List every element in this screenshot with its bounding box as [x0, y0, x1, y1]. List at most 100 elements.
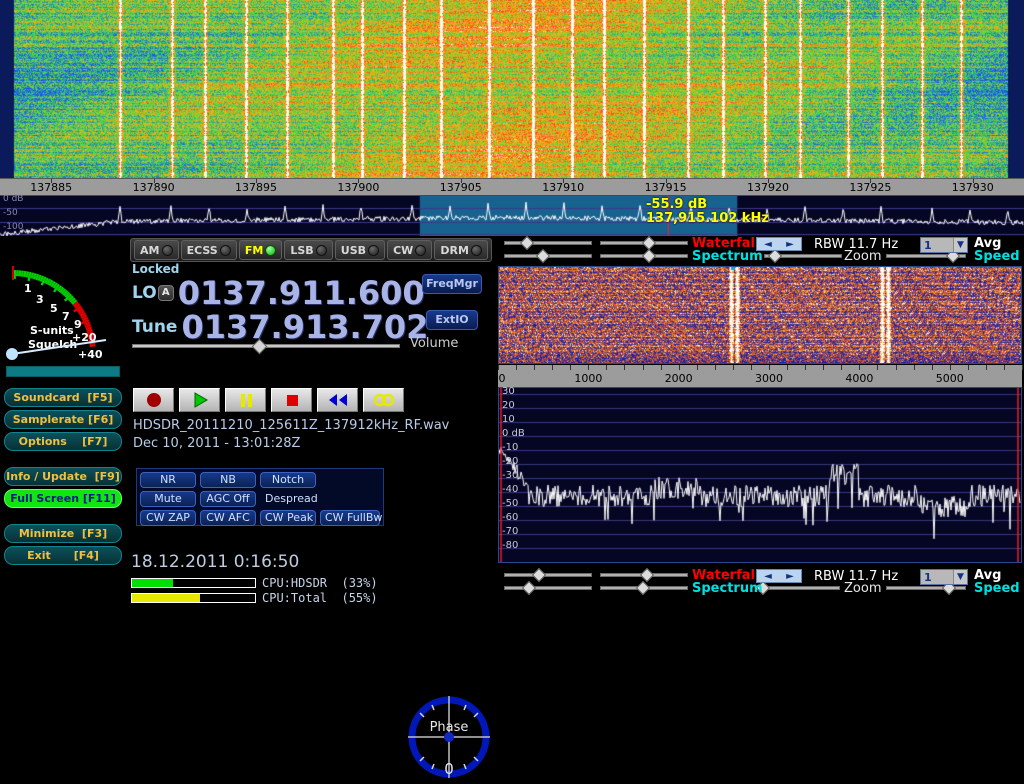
slider-knob[interactable]	[768, 249, 782, 263]
rf-spectrum-canvas[interactable]	[0, 196, 1024, 236]
sidebar-button-samplerate[interactable]: Samplerate [F6]	[4, 410, 122, 429]
freq-manager-button[interactable]: FreqMgr	[422, 274, 482, 294]
volume-label: Volume	[410, 336, 458, 351]
mode-button-fm[interactable]: FM	[239, 240, 283, 260]
top-slider-2[interactable]	[504, 251, 592, 260]
s-meter-tick	[90, 345, 96, 346]
af-tick-label: 4000	[845, 372, 873, 385]
lo-auto-button[interactable]: A	[158, 285, 174, 301]
sidebar-button-full[interactable]: Full Screen [F11]	[4, 489, 122, 508]
af-tickmark	[841, 365, 842, 370]
audio-waterfall-display[interactable]	[498, 266, 1022, 364]
dsp-button-nb[interactable]: NB	[200, 472, 256, 488]
slider-knob[interactable]	[642, 249, 656, 263]
ext-io-button[interactable]: ExtIO	[426, 310, 478, 330]
dsp-button-notch[interactable]: Notch	[260, 472, 316, 488]
slider-knob[interactable]	[520, 236, 534, 250]
slider-knob[interactable]	[522, 581, 536, 595]
top-slider-1[interactable]	[600, 238, 688, 247]
s-meter-tick	[20, 270, 21, 276]
rf-waterfall-canvas[interactable]	[0, 0, 1024, 178]
left-arrow-icon[interactable]: ◄	[764, 239, 772, 250]
slider-track	[504, 573, 592, 577]
cursor-level: -55.9 dB	[646, 198, 769, 212]
top-avg-select[interactable]: 1▼	[920, 237, 968, 253]
bottom-slider-0[interactable]	[504, 570, 592, 579]
mode-button-lsb[interactable]: LSB	[284, 240, 332, 260]
dsp-button-cw-fullbw[interactable]: CW FullBw	[320, 510, 380, 526]
sidebar-button-minimize[interactable]: Minimize [F3]	[4, 524, 122, 543]
volume-slider[interactable]	[132, 341, 400, 350]
s-meter-label-9: 9	[74, 318, 82, 331]
stop-button[interactable]	[271, 388, 312, 412]
lo-frequency-value[interactable]: 0137.911.600	[178, 274, 425, 312]
bottom-slider-2[interactable]	[504, 583, 592, 592]
mode-button-usb[interactable]: USB	[335, 240, 385, 260]
volume-slider-knob[interactable]	[252, 339, 268, 355]
bottom-waterfall-step-arrows[interactable]: ◄►	[756, 569, 802, 583]
lo-frequency-row: LO A 0137.911.600	[132, 274, 425, 312]
top-slider-0[interactable]	[504, 238, 592, 247]
top-spectrum-label[interactable]: Spectrum	[692, 249, 763, 264]
right-arrow-icon[interactable]: ►	[786, 239, 794, 250]
squelch-slider[interactable]	[6, 366, 120, 377]
mode-label: LSB	[290, 244, 313, 257]
rf-spectrum-display[interactable]	[0, 196, 1024, 236]
rewind-button[interactable]	[317, 388, 358, 412]
bottom-spectrum-label[interactable]: Spectrum	[692, 581, 763, 596]
sidebar-button-soundcard[interactable]: Soundcard [F5]	[4, 388, 122, 407]
sidebar-button-exit[interactable]: Exit [F4]	[4, 546, 122, 565]
play-button[interactable]	[179, 388, 220, 412]
mode-button-drm[interactable]: DRM	[434, 240, 488, 260]
dsp-button-cw-zap[interactable]: CW ZAP	[140, 510, 196, 526]
loop-button[interactable]	[363, 388, 404, 412]
af-tickmark	[516, 365, 517, 370]
audio-spectrum-canvas[interactable]	[499, 388, 1021, 562]
bottom-slider-4[interactable]	[756, 583, 840, 592]
dsp-button-mute[interactable]: Mute	[140, 491, 196, 507]
slider-knob[interactable]	[532, 568, 546, 582]
af-tick-label: 3000	[755, 372, 783, 385]
audio-waterfall-canvas[interactable]	[499, 267, 1021, 363]
left-arrow-icon[interactable]: ◄	[764, 571, 772, 582]
sidebar-button-info[interactable]: Info / Update [F9]	[4, 467, 122, 486]
record-button[interactable]	[133, 388, 174, 412]
af-tickmark	[986, 365, 987, 370]
s-meter-tick	[22, 271, 23, 277]
bottom-slider-1[interactable]	[600, 570, 688, 579]
bottom-avg-select[interactable]: 1▼	[920, 569, 968, 585]
avg-value: 1	[921, 239, 953, 252]
mode-label: ECSS	[187, 244, 218, 257]
dsp-button-nr[interactable]: NR	[140, 472, 196, 488]
dsp-button-cw-peak[interactable]: CW Peak	[260, 510, 316, 526]
top-slider-4[interactable]	[764, 251, 842, 260]
af-tick-label-0: 0	[499, 372, 506, 385]
dsp-button-agc-off[interactable]: AGC Off	[200, 491, 256, 507]
freq-tick-label: 137920	[747, 179, 789, 195]
sidebar-button-options[interactable]: Options [F7]	[4, 432, 122, 451]
top-waterfall-step-arrows[interactable]: ◄►	[756, 237, 802, 251]
cpu-hdsdr-row: CPU:HDSDR (33%)	[131, 576, 378, 590]
dsp-button-cw-afc[interactable]: CW AFC	[200, 510, 256, 526]
slider-knob[interactable]	[536, 249, 550, 263]
rf-db-label-0: 0 dB	[3, 194, 23, 204]
top-slider-3[interactable]	[600, 251, 688, 260]
mode-button-am[interactable]: AM	[134, 240, 179, 260]
chevron-down-icon[interactable]: ▼	[953, 570, 967, 584]
mode-button-cw[interactable]: CW	[387, 240, 432, 260]
chevron-down-icon[interactable]: ▼	[953, 238, 967, 252]
af-tickmark	[679, 365, 680, 370]
dsp-button-despread[interactable]: Despread	[260, 491, 320, 507]
right-arrow-icon[interactable]: ►	[786, 571, 794, 582]
slider-knob[interactable]	[636, 581, 650, 595]
mode-button-ecss[interactable]: ECSS	[181, 240, 237, 260]
pause-button[interactable]	[225, 388, 266, 412]
rf-waterfall-display[interactable]	[0, 0, 1024, 178]
bottom-slider-3[interactable]	[600, 583, 688, 592]
s-meter-tick	[32, 273, 34, 279]
af-tickmark	[588, 365, 589, 370]
